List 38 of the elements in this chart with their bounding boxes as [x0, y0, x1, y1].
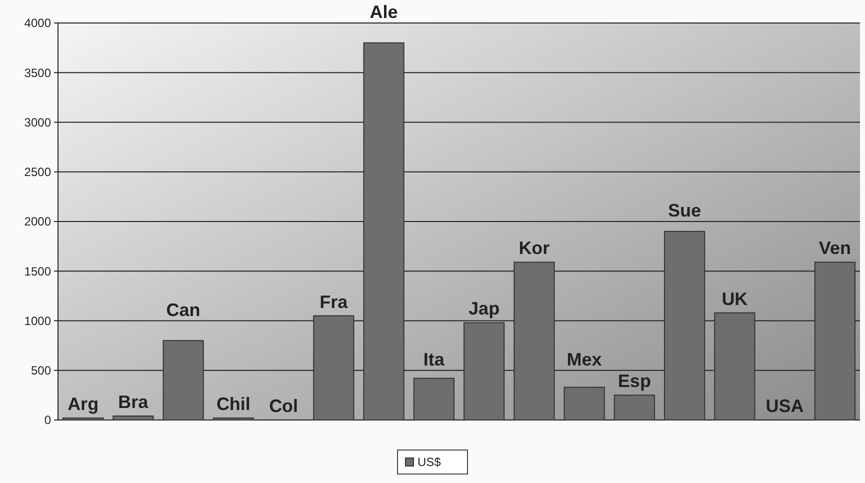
bar [464, 322, 505, 420]
y-tick-label: 4000 [24, 16, 52, 30]
x-tick-label: Ven [818, 238, 851, 258]
x-tick-label: Fra [320, 292, 349, 312]
y-tick-label: 3000 [24, 115, 52, 130]
x-tick-label: Esp [618, 371, 651, 392]
x-tick-label: Chil [216, 394, 250, 414]
y-tick-label: 3500 [24, 66, 52, 80]
x-tick-label: Ale [370, 2, 398, 22]
x-tick-label: Mex [566, 349, 602, 370]
bar [162, 340, 204, 420]
bar [413, 378, 454, 420]
x-tick-label: Kor [518, 238, 550, 258]
y-tick-label: 2000 [24, 214, 52, 229]
bar [514, 262, 555, 420]
bar [814, 262, 856, 420]
x-tick-label: Sue [668, 200, 702, 220]
y-tick-label: 1500 [24, 264, 52, 278]
bar [313, 315, 354, 420]
y-tick-label: 2500 [24, 165, 52, 180]
bar [363, 42, 404, 420]
bar [714, 312, 756, 420]
legend-label: US$ [418, 455, 442, 470]
x-tick-label: Col [269, 396, 298, 416]
bar [564, 386, 605, 420]
x-tick-label: Bra [118, 392, 150, 412]
x-tick-label: USA [766, 396, 804, 416]
y-tick-label: 1000 [24, 314, 52, 328]
bar [614, 394, 655, 420]
x-tick-label: Jap [468, 298, 500, 319]
x-tick-label: Arg [68, 394, 99, 414]
y-tick-label: 500 [30, 364, 52, 378]
x-tick-label: Can [166, 300, 200, 320]
x-tick-label: UK [722, 288, 748, 309]
bar [664, 230, 706, 420]
x-tick-label: Ita [423, 349, 446, 370]
y-tick-label: 0 [44, 413, 52, 428]
bar [112, 416, 154, 420]
